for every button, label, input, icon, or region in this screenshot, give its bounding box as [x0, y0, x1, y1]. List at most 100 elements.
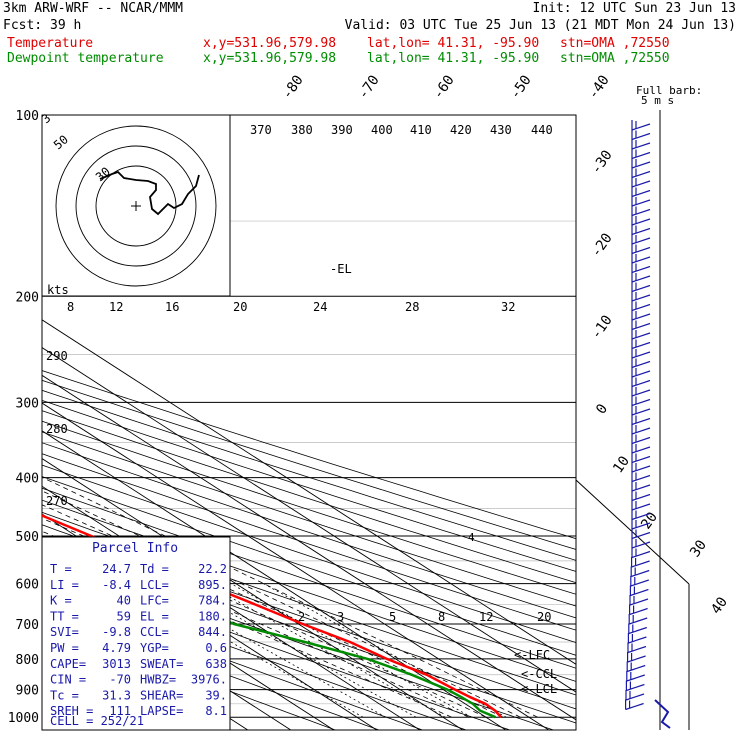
wind-barb [629, 585, 649, 597]
wind-barb-staff [631, 341, 651, 350]
wind-barb-staff [631, 256, 651, 264]
dry-adiabat [42, 431, 576, 607]
wind-barbs: Full barb:5 m s [575, 84, 702, 730]
wind-barb [631, 120, 651, 131]
wind-barb [631, 196, 651, 207]
hodograph-tick-label: 24 [313, 300, 327, 314]
wind-barb [631, 405, 651, 416]
wind-barb-staff [631, 465, 651, 473]
wind-barb-staff [625, 702, 644, 711]
wind-barb [631, 262, 651, 274]
parcel-info-key: Td = [140, 562, 169, 576]
moist-adiabat [42, 543, 452, 718]
isotherm-label: -40 [585, 72, 613, 102]
dewpoint-xy: x,y=531.96,579.98 [203, 51, 337, 66]
wind-barb [631, 129, 651, 141]
temperature-line [42, 514, 503, 719]
wind-barb-staff [627, 645, 647, 654]
wind-barb-staff [631, 436, 651, 445]
wind-barb [625, 680, 645, 692]
wind-barb-staff [631, 199, 651, 207]
hodograph-tick-label: 16 [165, 300, 179, 314]
wind-barb [631, 177, 651, 188]
wind-barb-staff [630, 579, 649, 587]
temperature-legend: Temperature [7, 36, 94, 51]
hodograph-trace [99, 170, 200, 216]
wind-barb [626, 652, 646, 663]
parcel-info-key: SHEAR= [140, 688, 183, 702]
pressure-tick-label: 200 [16, 290, 39, 305]
moist-adiabat [42, 530, 469, 718]
wind-barb-staff [631, 322, 651, 331]
wind-barb-staff [631, 246, 651, 255]
parcel-info-key: SREH = [50, 704, 93, 718]
wind-barb [631, 519, 651, 530]
wind-barb [625, 690, 645, 701]
wind-barb [631, 386, 651, 397]
level-annotation-marker: 4 [468, 531, 475, 544]
wind-barb-staff [631, 284, 651, 293]
parcel-info-value: -8.4 [102, 578, 131, 592]
wind-barb-staff [631, 522, 651, 530]
theta-label: 390 [331, 123, 353, 137]
theta-label: 420 [450, 123, 472, 137]
wind-barb-staff [629, 607, 648, 616]
wind-barb-staff [631, 189, 651, 198]
wind-barb-staff [631, 389, 651, 397]
parcel-info-value: 895. [198, 578, 227, 592]
wind-barb-staff [627, 655, 646, 663]
wind-barb-staff [626, 674, 645, 682]
wind-barb [631, 253, 651, 264]
mixing-ratio-label: 3 [337, 610, 344, 624]
wind-barb [631, 509, 651, 521]
wind-barb-staff [625, 693, 645, 701]
level-annotation: <-LCL [521, 682, 557, 696]
dewpoint-line [42, 538, 496, 719]
theta-label: 280 [46, 422, 68, 436]
dewpoint-stn: stn=OMA ,72550 [560, 51, 670, 66]
wind-barb [631, 481, 651, 492]
parcel-info-value: 3013 [102, 657, 131, 671]
mixing-ratio-label: 12 [479, 610, 493, 624]
wind-barb [631, 500, 651, 511]
wind-barb-staff [626, 683, 645, 692]
pressure-tick-label: 700 [16, 618, 39, 633]
wind-barb-staff [629, 598, 649, 606]
plot-frame [41, 114, 577, 731]
wind-barb-staff [631, 503, 651, 511]
wind-barb [631, 186, 651, 198]
wind-barb [630, 557, 650, 568]
mixing-ratio-line [128, 583, 364, 718]
dry-adiabat [42, 476, 576, 656]
parcel-info-value: 8.1 [205, 704, 227, 718]
parcel-info-value: 3976. [191, 673, 227, 687]
pressure-tick-label: 600 [16, 578, 39, 593]
isotherm [42, 347, 576, 693]
wind-barb-staff [631, 161, 651, 169]
wind-barb-staff [630, 588, 649, 597]
wind-barb-staff [631, 180, 651, 188]
wind-barb-staff [631, 294, 651, 302]
wind-barb-staff [631, 227, 651, 236]
wind-barb-staff [631, 560, 650, 568]
dry-adiabat [42, 576, 467, 730]
parcel-info-value: 40 [117, 594, 131, 608]
level-annotation: <-CCL [521, 667, 557, 681]
wind-barb-staff [631, 569, 650, 578]
wind-barb-staff [631, 208, 651, 217]
wind-barb-staff [631, 151, 651, 160]
mixing-ratio-label: 2 [298, 610, 305, 624]
parcel-info-cell: CELL = 252/21 [50, 714, 144, 728]
wind-barb [631, 424, 651, 435]
wind-barb-staff [631, 123, 651, 131]
parcel-info-key: HWBZ= [140, 673, 176, 687]
wind-barb-staff [631, 170, 651, 179]
valid-label: Valid: 03 UTC Tue 25 Jun 13 (21 MDT Mon … [344, 18, 736, 33]
parcel-info-key: Tc = [50, 688, 79, 702]
wind-barb [631, 148, 651, 160]
wind-barb [631, 281, 651, 293]
parcel-info-value: 24.7 [102, 562, 131, 576]
mixing-ratio-label: 5 [389, 610, 396, 624]
